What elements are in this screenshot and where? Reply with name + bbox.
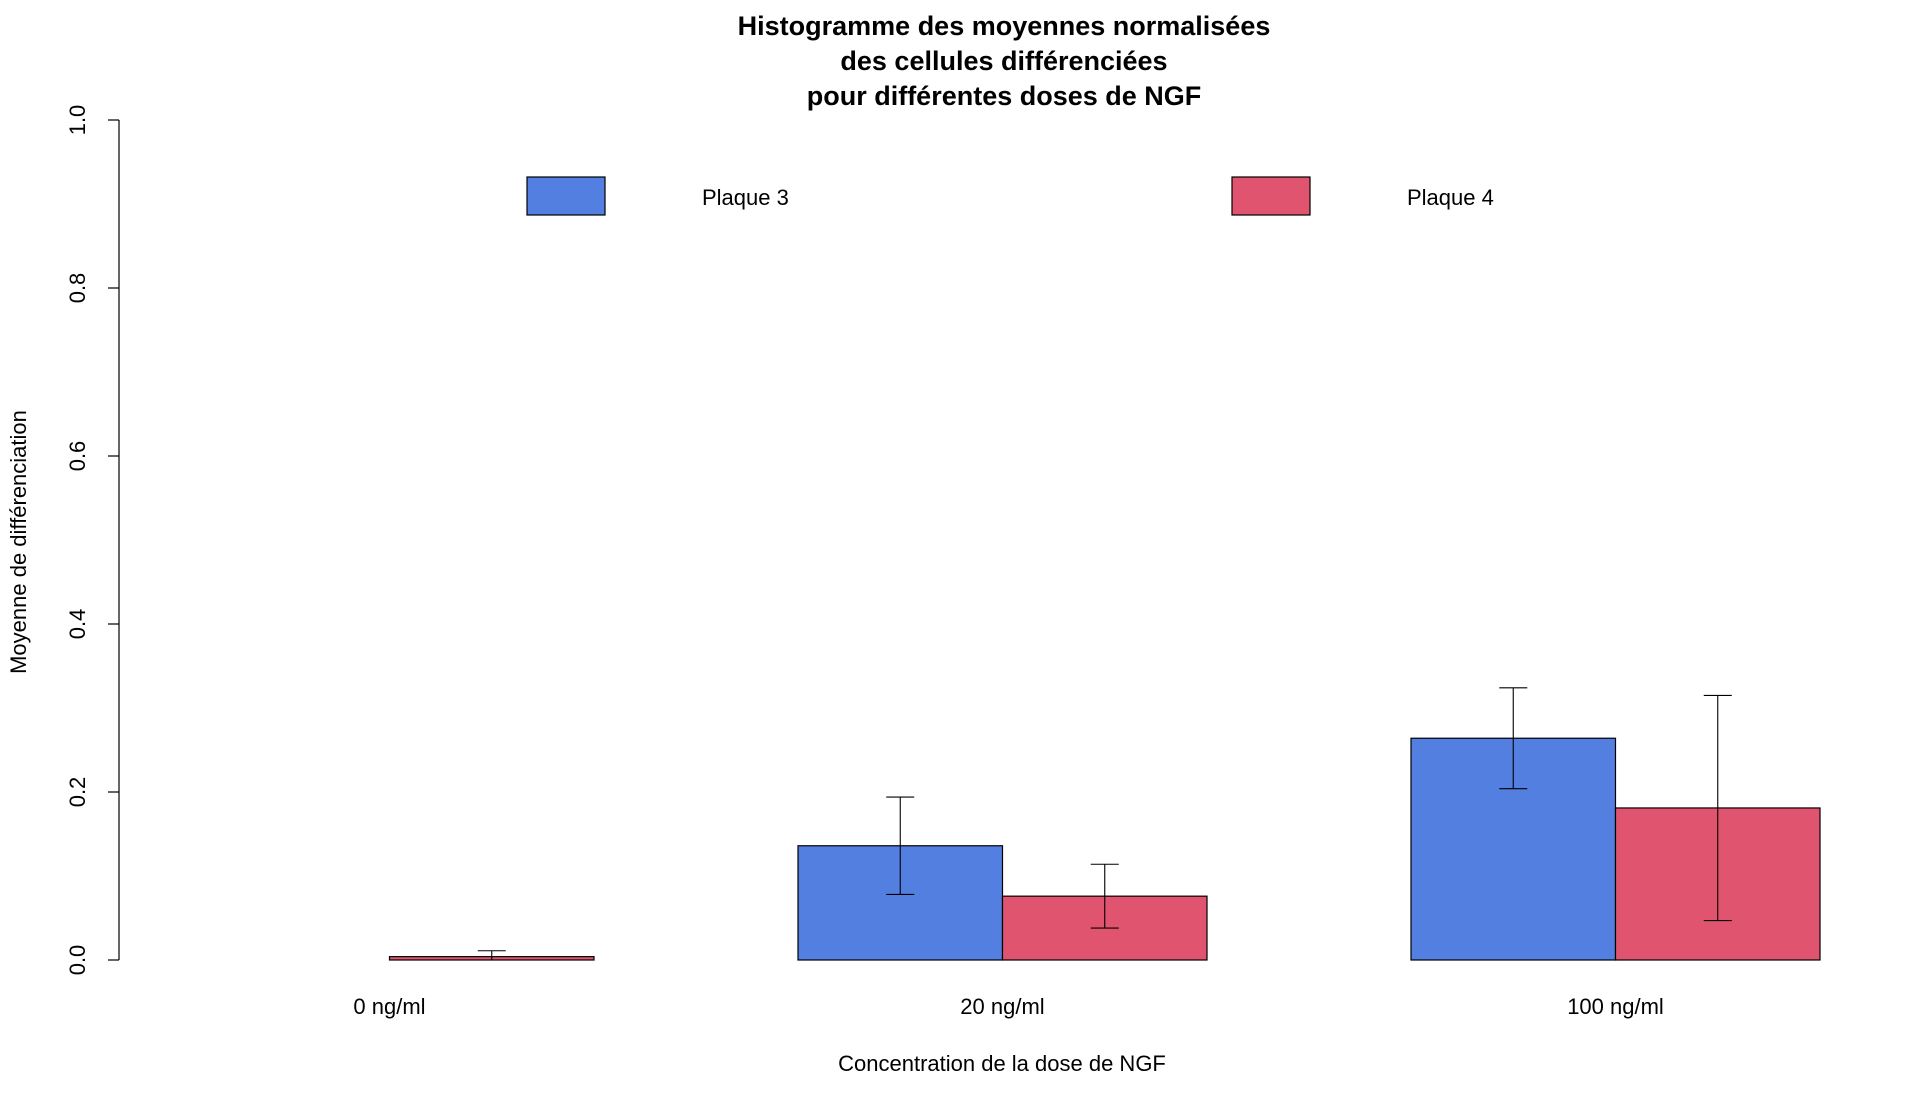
y-tick-label: 1.0 [65, 105, 90, 136]
x-tick-label: 20 ng/ml [960, 994, 1044, 1019]
y-axis: 0.0 0.2 0.4 0.6 0.8 1.0 [65, 105, 120, 976]
y-tick-label: 0.4 [65, 609, 90, 640]
x-axis-label: Concentration de la dose de NGF [838, 1051, 1166, 1076]
y-tick-label: 0.8 [65, 273, 90, 304]
legend-label: Plaque 3 [702, 185, 789, 210]
legend-swatch [1231, 176, 1311, 216]
error-bar [886, 796, 915, 896]
y-tick-label: 0.0 [65, 945, 90, 976]
y-axis-label: Moyenne de différenciation [6, 410, 31, 674]
error-bar [1499, 687, 1528, 790]
chart-title-line-2: des cellules différenciées [840, 46, 1167, 76]
error-bars [477, 687, 1732, 961]
chart-title-line-1: Histogramme des moyennes normalisées [738, 11, 1271, 41]
chart-title-line-3: pour différentes doses de NGF [807, 81, 1202, 111]
x-tick-label: 100 ng/ml [1567, 994, 1664, 1019]
legend-swatch [526, 176, 606, 216]
x-tick-label: 0 ng/ml [353, 994, 425, 1019]
legend-item: Plaque 3 [526, 176, 789, 216]
error-bar [1703, 694, 1732, 922]
x-axis-tick-labels: 0 ng/ml 20 ng/ml 100 ng/ml [353, 994, 1663, 1019]
legend-label: Plaque 4 [1407, 185, 1494, 210]
y-tick-label: 0.2 [65, 777, 90, 808]
legend: Plaque 3 Plaque 4 [526, 176, 1494, 216]
chart-title: Histogramme des moyennes normalisées des… [738, 11, 1271, 111]
error-bar [477, 950, 506, 961]
y-tick-label: 0.6 [65, 441, 90, 472]
legend-item: Plaque 4 [1231, 176, 1494, 216]
error-bar [1090, 863, 1119, 929]
